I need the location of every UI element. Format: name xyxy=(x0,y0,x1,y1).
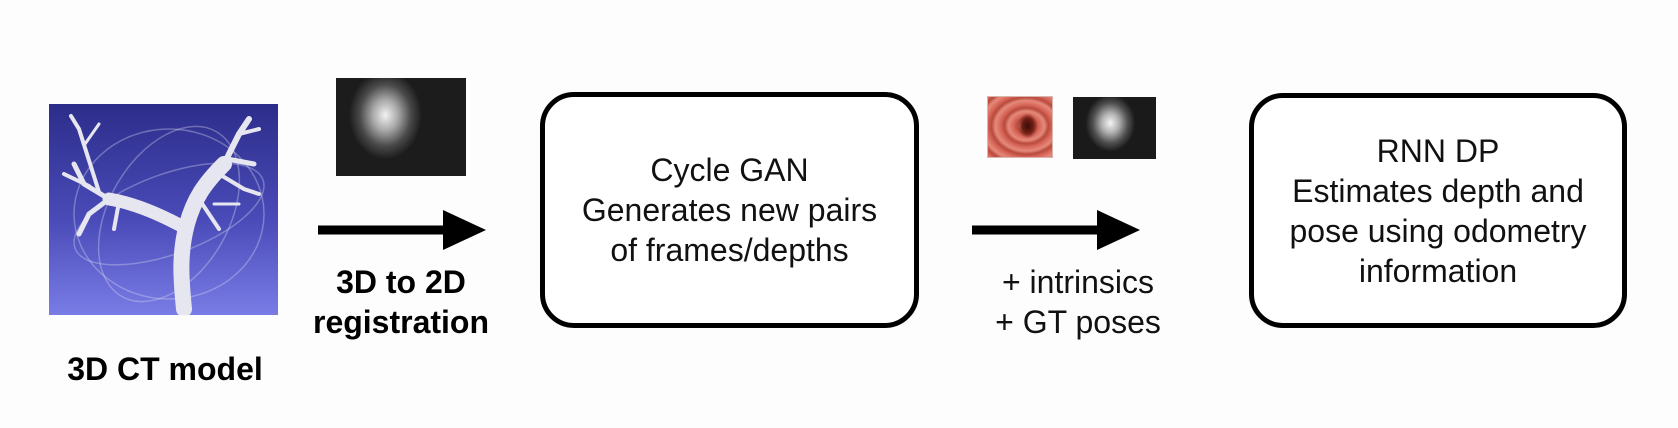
gt-poses-label: + GT poses xyxy=(995,304,1161,340)
registration-label-line1: 3D to 2D xyxy=(336,264,466,300)
rnn-dp-title: RNN DP xyxy=(1376,132,1500,169)
rnn-dp-box: RNN DP Estimates depth and pose using od… xyxy=(1249,93,1627,328)
depth-map-thumbnail xyxy=(336,78,466,176)
ct-model-image xyxy=(49,104,278,315)
airway-tree-icon xyxy=(62,114,265,315)
registration-label: 3D to 2D registration xyxy=(296,262,506,342)
cycle-gan-desc-line2: of frames/depths xyxy=(610,232,849,268)
rgb-frame-thumbnail xyxy=(987,96,1053,158)
arrow-right-icon xyxy=(972,210,1140,250)
cycle-gan-title: Cycle GAN xyxy=(650,152,809,188)
depth-pair-thumbnail xyxy=(1073,97,1156,159)
arrow-right-icon xyxy=(318,210,486,250)
rnn-dp-desc-line2: pose using odometry xyxy=(1289,212,1587,249)
extras-label: + intrinsics + GT poses xyxy=(968,262,1188,342)
cycle-gan-desc-line1: Generates new pairs xyxy=(581,192,878,228)
cycle-gan-box: Cycle GAN Generates new pairs of frames/… xyxy=(540,92,919,328)
rnn-dp-desc-line3: information xyxy=(1358,252,1518,289)
intrinsics-label: + intrinsics xyxy=(1001,264,1155,300)
rnn-dp-desc-line1: Estimates depth and xyxy=(1292,172,1584,209)
registration-label-line2: registration xyxy=(312,304,490,340)
ct-model-label: 3D CT model xyxy=(67,351,263,387)
